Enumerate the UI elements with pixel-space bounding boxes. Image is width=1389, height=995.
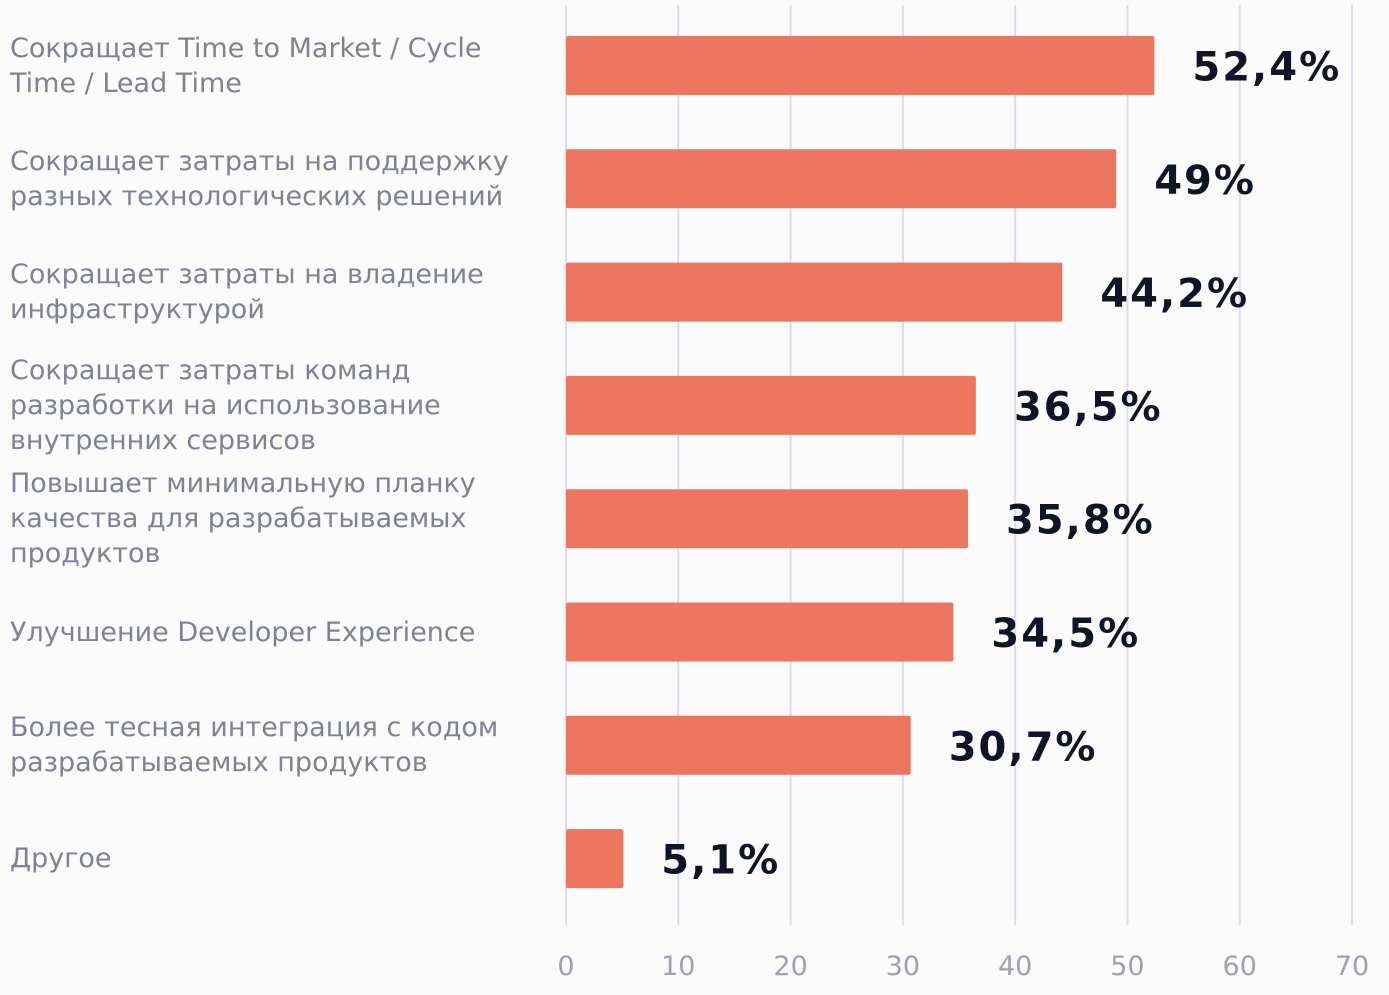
x-tick-label: 60 — [1223, 951, 1257, 982]
bar — [566, 149, 1117, 209]
bar — [566, 262, 1063, 322]
category-label: Сокращает затраты на поддержку разных те… — [10, 145, 509, 212]
bar — [566, 602, 954, 662]
bar-value-label: 36,5% — [1014, 384, 1163, 430]
x-tick-label: 20 — [773, 951, 807, 982]
bar-value-label: 44,2% — [1100, 271, 1249, 317]
category-label: Более тесная интеграция с кодом разрабат… — [10, 712, 499, 779]
bar — [566, 715, 911, 775]
x-tick-label: 10 — [661, 951, 695, 982]
x-tick-label: 40 — [998, 951, 1032, 982]
category-label: Сокращает затраты на владение инфраструк… — [10, 259, 484, 326]
bar-value-label: 34,5% — [991, 611, 1140, 657]
x-tick-label: 70 — [1335, 951, 1369, 982]
x-tick-label: 50 — [1110, 951, 1144, 982]
x-tick-label: 0 — [557, 951, 574, 982]
category-label: Сокращает затраты команд разработки на и… — [10, 354, 441, 456]
bar — [566, 829, 624, 889]
bar-value-label: 35,8% — [1006, 498, 1155, 544]
bar-value-label: 5,1% — [661, 838, 780, 884]
x-tick-label: 30 — [886, 951, 920, 982]
bar-value-label: 49% — [1154, 158, 1256, 204]
bar-value-label: 30,7% — [949, 724, 1098, 770]
bar — [566, 489, 968, 549]
category-label: Улучшение Developer Experience — [10, 616, 476, 648]
bar-value-label: 52,4% — [1192, 45, 1341, 91]
category-label: Сокращает Time to Market / Cycle Time / … — [10, 32, 482, 99]
category-label: Другое — [10, 843, 112, 875]
bar — [566, 36, 1155, 95]
category-label: Повышает минимальную планку качества для… — [10, 468, 476, 570]
bar — [566, 375, 976, 435]
